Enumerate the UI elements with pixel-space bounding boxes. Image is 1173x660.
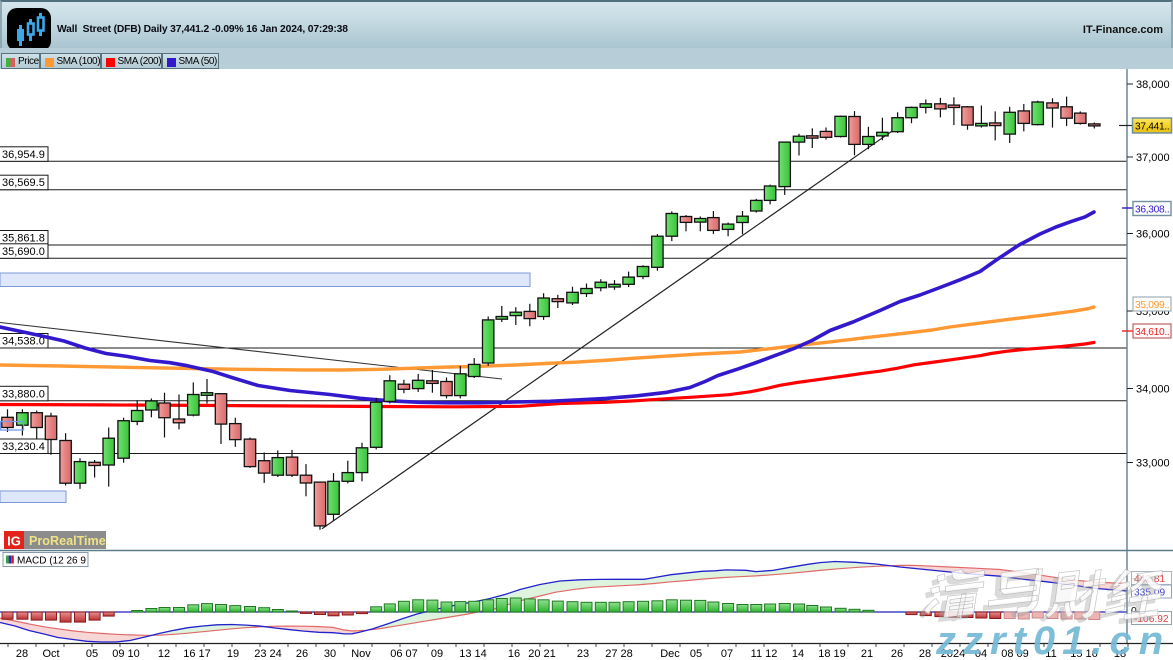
svg-text:30: 30 — [324, 648, 336, 660]
svg-text:18: 18 — [1114, 648, 1126, 660]
svg-text:MACD (12 26 9: MACD (12 26 9 — [17, 556, 86, 567]
svg-text:36,000: 36,000 — [1136, 229, 1170, 241]
svg-text:33,000: 33,000 — [1136, 458, 1170, 470]
svg-text:26: 26 — [296, 648, 308, 660]
svg-text:08 09: 08 09 — [1001, 648, 1029, 660]
svg-text:34,000: 34,000 — [1136, 384, 1170, 396]
svg-text:15 16: 15 16 — [1070, 648, 1098, 660]
svg-text:-106.92: -106.92 — [1134, 614, 1169, 625]
svg-text:37,441..: 37,441.. — [1135, 122, 1169, 133]
svg-text:16: 16 — [508, 648, 520, 660]
svg-text:20 21: 20 21 — [528, 648, 556, 660]
svg-text:13 14: 13 14 — [459, 648, 487, 660]
svg-text:09: 09 — [431, 648, 443, 660]
svg-text:05: 05 — [86, 648, 98, 660]
svg-text:36,569.5: 36,569.5 — [2, 177, 45, 189]
svg-text:Nov: Nov — [351, 648, 371, 660]
svg-text:36,308..: 36,308.. — [1135, 205, 1169, 216]
svg-text:IG: IG — [7, 534, 21, 549]
svg-text:36,954.9: 36,954.9 — [2, 149, 45, 161]
svg-text:12: 12 — [158, 648, 170, 660]
svg-text:35,690.0: 35,690.0 — [2, 246, 45, 258]
svg-text:16 17: 16 17 — [183, 648, 211, 660]
svg-text:07: 07 — [721, 648, 733, 660]
svg-text:34,538.0: 34,538.0 — [2, 336, 45, 348]
svg-text:09 10: 09 10 — [112, 648, 140, 660]
svg-text:26: 26 — [891, 648, 903, 660]
svg-text:33,230.4: 33,230.4 — [2, 441, 45, 453]
svg-text:35,099..: 35,099.. — [1135, 300, 1169, 311]
svg-text:06 07: 06 07 — [390, 648, 418, 660]
svg-text:27 28: 27 28 — [605, 648, 633, 660]
svg-text:18 19: 18 19 — [818, 648, 846, 660]
svg-text:34,610..: 34,610.. — [1135, 327, 1169, 338]
svg-text:335.09: 335.09 — [1134, 588, 1165, 599]
svg-text:11: 11 — [1045, 648, 1056, 660]
svg-text:zzrt01.cn: zzrt01.cn — [935, 619, 1170, 660]
svg-text:Oct: Oct — [42, 648, 59, 660]
svg-text:Dec: Dec — [660, 648, 680, 660]
svg-text:11 12: 11 12 — [751, 648, 778, 660]
svg-text:35,861.8: 35,861.8 — [2, 233, 45, 245]
svg-text:28: 28 — [919, 648, 931, 660]
svg-text:2024: 2024 — [941, 648, 965, 660]
svg-text:28: 28 — [16, 648, 28, 660]
svg-text:04: 04 — [975, 648, 987, 660]
svg-text:38,000: 38,000 — [1136, 79, 1170, 91]
svg-text:21: 21 — [861, 648, 873, 660]
svg-text:23 24: 23 24 — [254, 648, 282, 660]
svg-text:19: 19 — [227, 648, 239, 660]
svg-text:33,880.0: 33,880.0 — [2, 388, 45, 400]
svg-text:05: 05 — [690, 648, 702, 660]
svg-text:23: 23 — [577, 648, 589, 660]
svg-text:14: 14 — [792, 648, 804, 660]
svg-text:37,000: 37,000 — [1136, 152, 1170, 164]
svg-text:ProRealTime: ProRealTime — [29, 534, 106, 548]
